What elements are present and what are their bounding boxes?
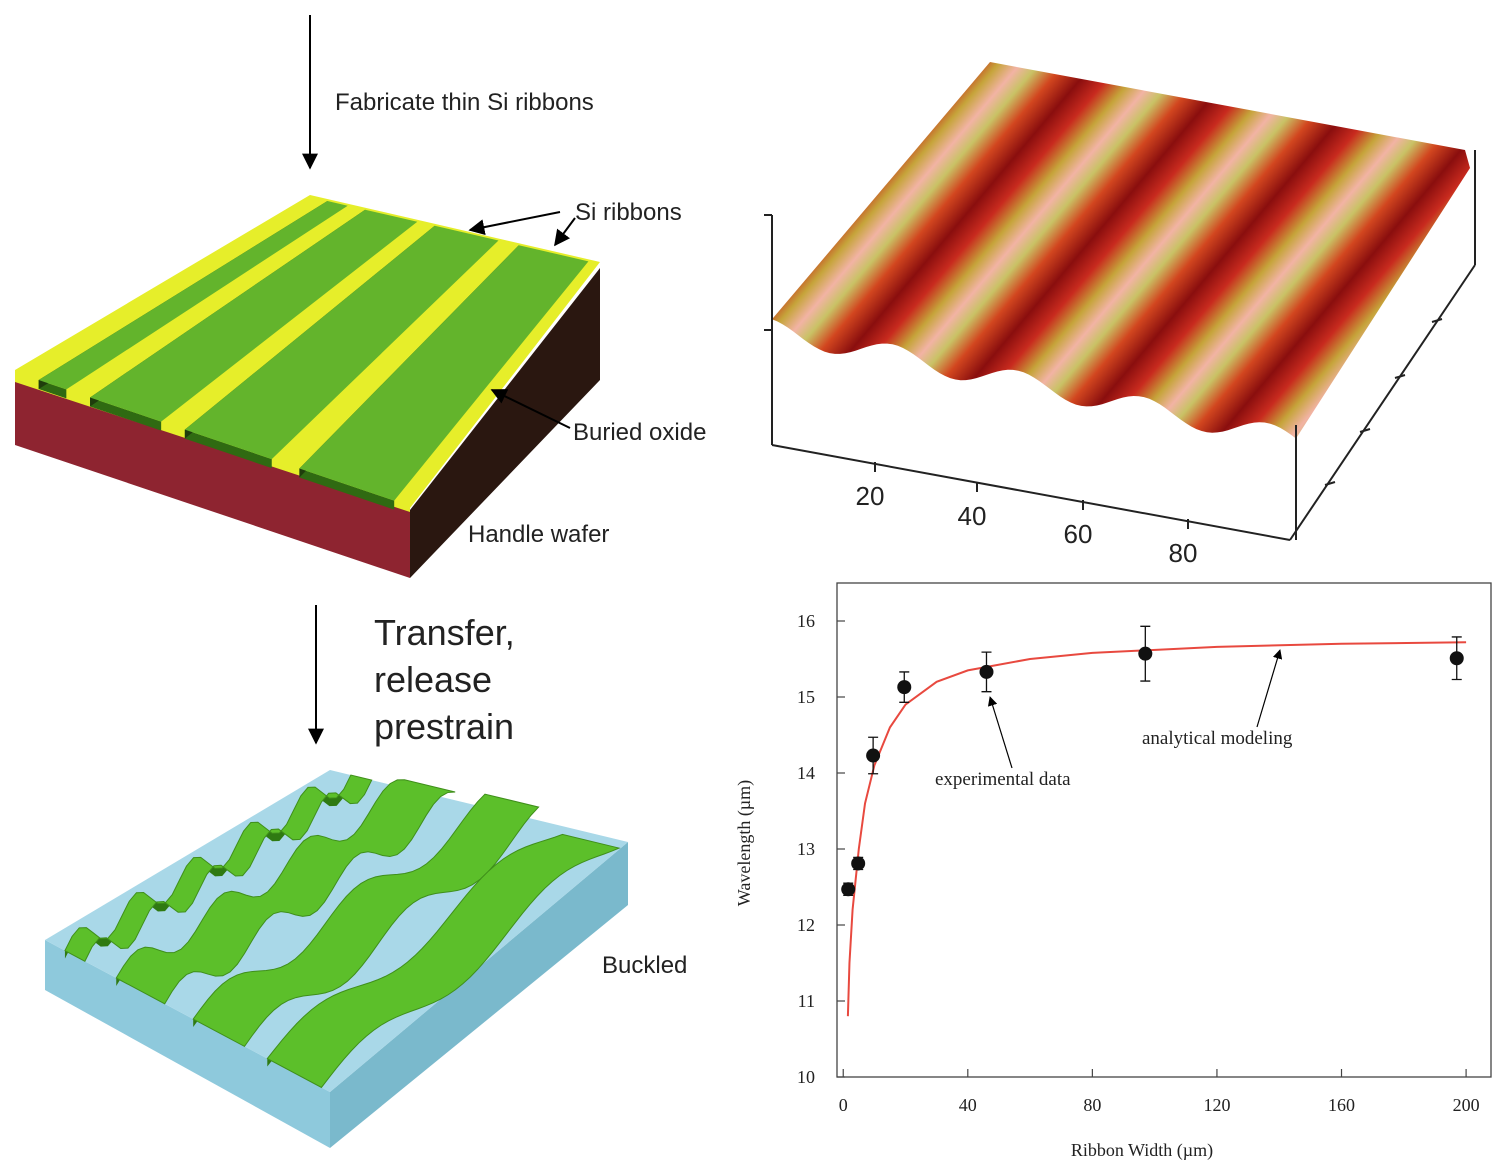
y-tick-label: 14: [797, 763, 815, 783]
data-point: [866, 748, 881, 763]
surface-tick-label: 20: [856, 481, 885, 511]
axis-tick: [1359, 428, 1371, 433]
data-point: [1449, 651, 1464, 666]
x-tick-label: 40: [959, 1095, 977, 1115]
annotation-arrow: [554, 217, 576, 247]
axis-tick: [1324, 481, 1336, 486]
step-label: release: [374, 659, 492, 700]
data-point: [1138, 646, 1153, 661]
x-tick-label: 200: [1453, 1095, 1480, 1115]
x-tick-label: 80: [1083, 1095, 1101, 1115]
y-axis-label: Wavelength (µm): [734, 780, 755, 906]
annotation-arrow: [490, 389, 571, 429]
surface-plot: 20 40 60 80: [764, 62, 1476, 568]
data-point: [979, 664, 994, 679]
buckled-ribbon: [266, 833, 621, 1089]
axis-tick: [1394, 374, 1406, 379]
y-tick-label: 16: [797, 611, 815, 631]
ribbon-edge: [90, 397, 162, 431]
annotation-arrow: [468, 211, 561, 236]
step-label: Fabricate thin Si ribbons: [335, 89, 594, 116]
y-tick-label: 10: [797, 1067, 815, 1087]
axis-line: [771, 444, 1291, 541]
buckled-diagram: [45, 770, 628, 1148]
oxide-label: Buried oxide: [573, 419, 706, 446]
step-label: prestrain: [374, 706, 514, 747]
axis-tick: [1431, 318, 1443, 323]
ribbons-label: Si ribbons: [575, 199, 682, 226]
x-tick-label: 120: [1203, 1095, 1230, 1115]
plot-frame: [836, 582, 1492, 1078]
axis-line: [1289, 264, 1476, 541]
surface: [772, 62, 1470, 439]
wafer-side: [410, 268, 600, 578]
y-tick-label: 15: [797, 687, 815, 707]
si-ribbon: [38, 201, 348, 390]
y-tick-label: 11: [798, 991, 815, 1011]
data-point: [841, 882, 856, 897]
step-label: Transfer,: [374, 612, 515, 653]
ribbon-edge: [299, 468, 395, 510]
annotation-arrow: [987, 696, 1013, 769]
handle-wafer: [15, 380, 410, 578]
surface-tick-label: 80: [1169, 538, 1198, 568]
y-tick-label: 13: [797, 839, 815, 859]
annotation-arrow: [1256, 649, 1283, 728]
buckled-ribbon: [192, 793, 540, 1048]
si-ribbon: [184, 225, 499, 460]
annotation: analytical modeling: [1142, 728, 1293, 749]
result-label: Buckled: [602, 952, 687, 979]
buckled-ribbon: [115, 779, 456, 1005]
wafer-diagram: [15, 195, 600, 578]
data-point: [851, 856, 866, 871]
buckled-ribbon: [64, 774, 373, 962]
substrate-front: [45, 940, 330, 1148]
ribbon-edge: [184, 429, 272, 469]
chart: experimental data analytical modeling 10…: [734, 582, 1492, 1161]
data-point: [897, 680, 912, 695]
si-ribbon: [90, 209, 418, 422]
surface-tick-label: 40: [958, 501, 987, 531]
x-axis-label: Ribbon Width (µm): [1071, 1140, 1213, 1161]
si-ribbon: [299, 245, 589, 501]
surface-tick-label: 60: [1064, 519, 1093, 549]
y-tick-label: 12: [797, 915, 815, 935]
x-tick-label: 160: [1328, 1095, 1355, 1115]
wafer-label: Handle wafer: [468, 521, 609, 548]
x-tick-label: 0: [839, 1095, 848, 1115]
model-curve: [846, 641, 1467, 1017]
annotation: experimental data: [935, 769, 1071, 790]
substrate-side: [330, 842, 628, 1148]
